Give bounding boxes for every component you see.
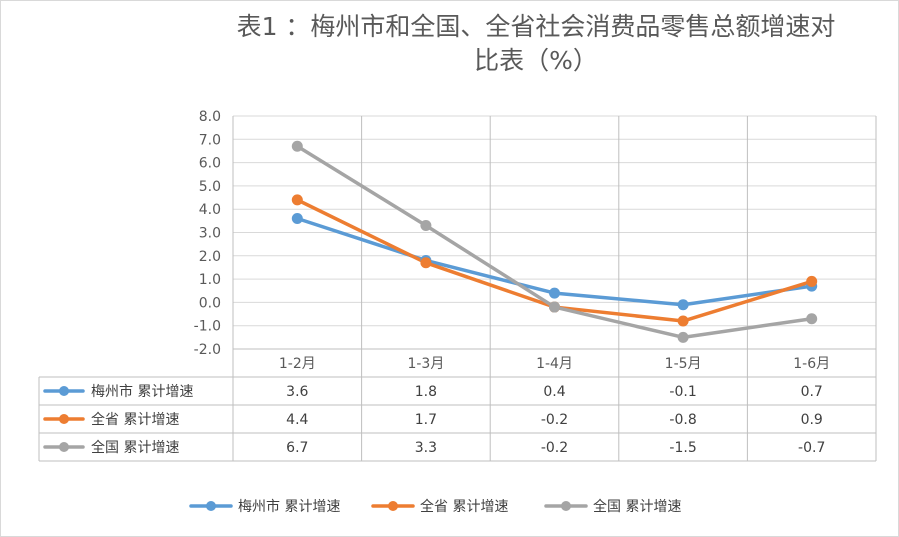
table-value-cell: -0.1 [669, 384, 696, 400]
table-series-label: 全省 累计增速 [91, 411, 179, 428]
y-tick-label: 0.0 [199, 295, 221, 311]
table-value-cell: 0.4 [543, 384, 565, 400]
table-value-cell: -0.7 [798, 440, 825, 456]
table-value-cell: 1.7 [415, 412, 437, 428]
y-axis-tick-labels: -2.0 -1.0 0.0 1.0 2.0 3.0 4.0 5.0 6.0 7.0 8.0 [194, 109, 221, 358]
table-value-cell: 0.9 [801, 412, 823, 428]
legend-key-marker [206, 501, 216, 511]
table-value-cell: 6.7 [286, 440, 308, 456]
y-tick-label: 2.0 [199, 249, 221, 265]
gridlines [233, 115, 876, 350]
legend-entry-label: 全省 累计增速 [420, 498, 508, 515]
data-point [291, 140, 303, 152]
table-value-cell: -0.2 [541, 440, 568, 456]
legend-entry-label: 全国 累计增速 [593, 498, 681, 515]
data-point [549, 301, 560, 313]
table-legend-key-marker [59, 414, 69, 424]
legend-key-marker [561, 501, 571, 511]
data-point [806, 275, 818, 287]
y-tick-label: 6.0 [199, 156, 221, 172]
data-point [677, 315, 689, 327]
table-value-cell: -0.2 [541, 412, 568, 428]
category-label: 1-5月 [665, 356, 702, 372]
category-label: 1-2月 [279, 356, 316, 372]
table-value-cell: 3.6 [286, 384, 308, 400]
table-legend-key-marker [59, 442, 69, 452]
data-point [420, 220, 432, 232]
table-value-cell: -0.8 [669, 412, 696, 428]
y-tick-label: -2.0 [194, 342, 221, 358]
data-point [677, 331, 689, 343]
table-value-cell: 4.4 [286, 412, 308, 428]
y-tick-label: 7.0 [199, 132, 221, 148]
data-point [677, 299, 689, 311]
data-point [420, 257, 432, 269]
y-tick-label: 3.0 [199, 226, 221, 242]
data-point [291, 194, 303, 206]
table-value-cell: 0.7 [801, 384, 823, 400]
table-series-label: 全国 累计增速 [91, 439, 179, 456]
y-tick-label: 4.0 [199, 202, 221, 218]
legend-entry-label: 梅州市 累计增速 [238, 498, 340, 515]
legend: 梅州市 累计增速 全省 累计增速 全国 累计增速 [189, 498, 681, 515]
data-point [806, 313, 818, 325]
category-label: 1-6月 [793, 356, 830, 372]
data-point [549, 287, 560, 299]
table-legend-key-marker [59, 386, 69, 396]
chart-title-line1: 表1 ：梅州市和全国、全省社会消费品零售总额增速对 [237, 12, 836, 41]
y-tick-label: 8.0 [199, 109, 221, 125]
y-tick-label: -1.0 [194, 319, 221, 335]
y-tick-label: 5.0 [199, 179, 221, 195]
category-label: 1-3月 [407, 356, 444, 372]
series-lines [291, 140, 818, 343]
table-value-cell: 1.8 [415, 384, 437, 400]
chart-title-line2: 比表（%） [474, 46, 598, 75]
category-label: 1-4月 [536, 356, 573, 372]
legend-key-marker [388, 501, 398, 511]
table-series-label: 梅州市 累计增速 [91, 383, 193, 400]
table-value-cell: -1.5 [669, 440, 696, 456]
y-tick-label: 1.0 [199, 272, 221, 288]
table-value-cell: 3.3 [415, 440, 437, 456]
data-point [291, 213, 303, 225]
